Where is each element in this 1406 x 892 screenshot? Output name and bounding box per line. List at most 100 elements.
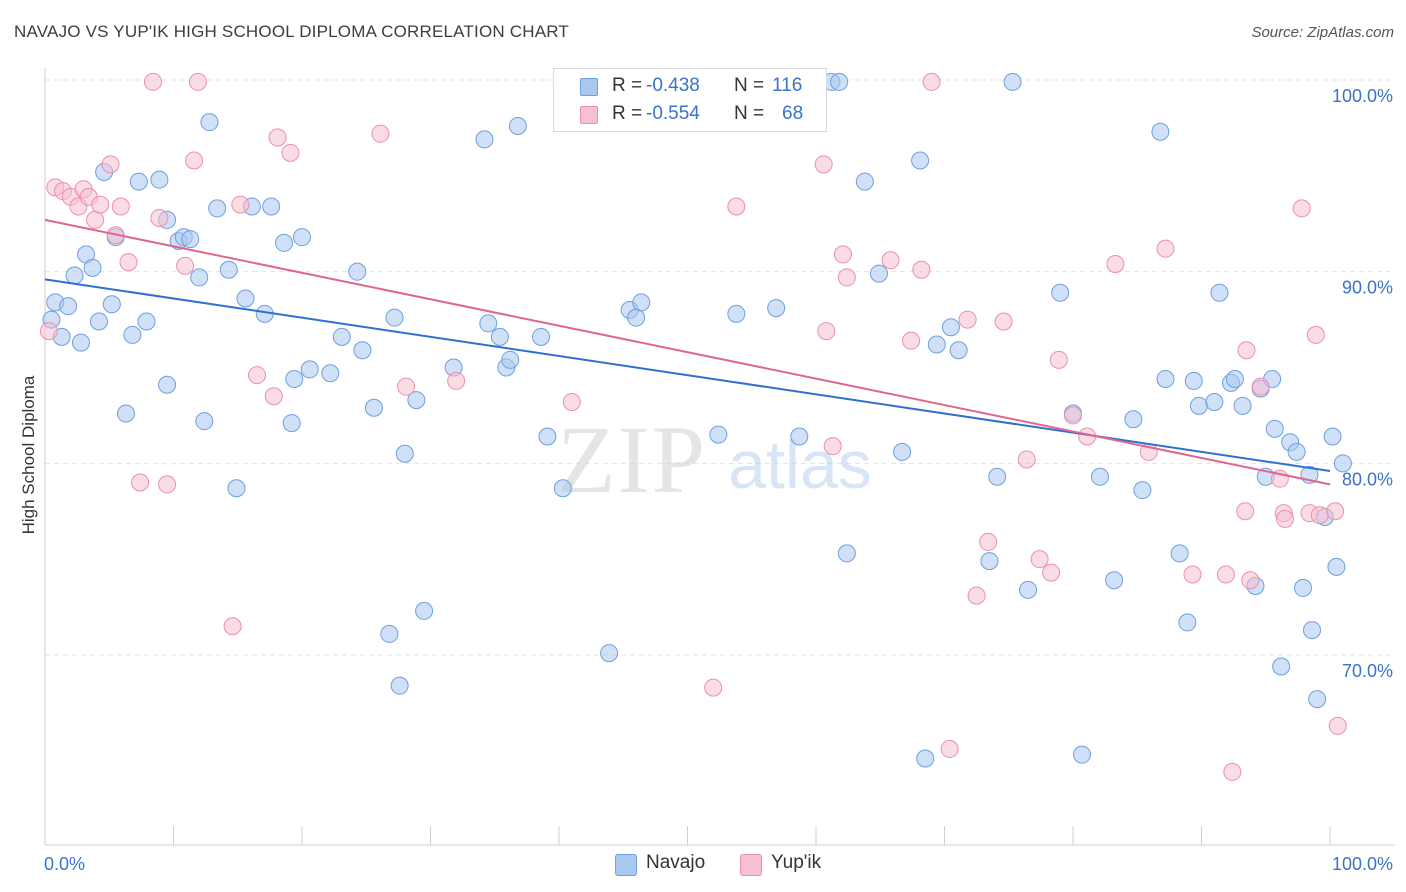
- data-point[interactable]: [855, 172, 874, 191]
- data-point[interactable]: [830, 72, 849, 91]
- data-point[interactable]: [501, 350, 520, 369]
- data-point[interactable]: [59, 297, 78, 316]
- data-point[interactable]: [188, 72, 207, 91]
- data-point[interactable]: [1042, 563, 1061, 582]
- data-point[interactable]: [262, 197, 281, 216]
- data-point[interactable]: [949, 341, 968, 360]
- data-point[interactable]: [1105, 571, 1124, 590]
- data-point[interactable]: [158, 475, 177, 494]
- data-point[interactable]: [1241, 571, 1260, 590]
- data-point[interactable]: [1265, 419, 1284, 438]
- data-point[interactable]: [967, 586, 986, 605]
- data-point[interactable]: [627, 308, 646, 327]
- data-point[interactable]: [415, 601, 434, 620]
- data-point[interactable]: [1236, 502, 1255, 521]
- data-point[interactable]: [1216, 565, 1235, 584]
- data-point[interactable]: [275, 233, 294, 252]
- data-point[interactable]: [111, 197, 130, 216]
- data-point[interactable]: [704, 678, 723, 697]
- data-point[interactable]: [380, 624, 399, 643]
- data-point[interactable]: [1237, 341, 1256, 360]
- data-point[interactable]: [83, 258, 102, 277]
- data-point[interactable]: [39, 322, 58, 341]
- data-point[interactable]: [1156, 239, 1175, 258]
- data-point[interactable]: [1170, 544, 1189, 563]
- data-point[interactable]: [1178, 613, 1197, 632]
- data-point[interactable]: [833, 245, 852, 264]
- data-point[interactable]: [475, 130, 494, 149]
- data-point[interactable]: [823, 437, 842, 456]
- data-point[interactable]: [881, 251, 900, 270]
- data-point[interactable]: [1310, 506, 1329, 525]
- data-point[interactable]: [407, 391, 426, 410]
- data-point[interactable]: [65, 266, 84, 285]
- data-point[interactable]: [1106, 255, 1125, 273]
- data-point[interactable]: [1225, 370, 1244, 388]
- data-point[interactable]: [1326, 502, 1345, 521]
- data-point[interactable]: [102, 295, 121, 314]
- data-point[interactable]: [1156, 370, 1175, 388]
- data-point[interactable]: [1017, 450, 1036, 469]
- data-point[interactable]: [1189, 396, 1208, 415]
- data-point[interactable]: [538, 427, 557, 446]
- data-point[interactable]: [1205, 393, 1224, 411]
- data-point[interactable]: [1251, 377, 1270, 396]
- data-point[interactable]: [562, 393, 581, 411]
- data-point[interactable]: [600, 644, 619, 663]
- data-point[interactable]: [767, 299, 786, 318]
- data-point[interactable]: [158, 375, 177, 394]
- data-point[interactable]: [1323, 427, 1342, 446]
- data-point[interactable]: [200, 113, 219, 132]
- data-point[interactable]: [709, 425, 728, 444]
- data-point[interactable]: [101, 155, 120, 174]
- data-point[interactable]: [300, 360, 319, 379]
- data-point[interactable]: [1333, 454, 1352, 473]
- data-point[interactable]: [71, 333, 90, 352]
- data-point[interactable]: [227, 479, 246, 498]
- data-point[interactable]: [131, 473, 150, 492]
- data-point[interactable]: [264, 387, 283, 406]
- data-point[interactable]: [353, 341, 372, 360]
- data-point[interactable]: [364, 398, 383, 417]
- data-point[interactable]: [927, 335, 946, 354]
- data-point[interactable]: [1072, 745, 1091, 764]
- data-point[interactable]: [1308, 690, 1327, 709]
- data-point[interactable]: [1133, 481, 1152, 500]
- data-point[interactable]: [119, 253, 138, 272]
- data-point[interactable]: [223, 617, 242, 636]
- data-point[interactable]: [1327, 557, 1346, 576]
- data-point[interactable]: [219, 260, 238, 279]
- data-point[interactable]: [150, 170, 169, 189]
- data-point[interactable]: [817, 322, 836, 341]
- data-point[interactable]: [181, 230, 200, 249]
- data-point[interactable]: [1019, 580, 1038, 599]
- data-point[interactable]: [911, 151, 930, 170]
- data-point[interactable]: [282, 414, 301, 433]
- data-point[interactable]: [1051, 283, 1070, 302]
- data-point[interactable]: [231, 195, 250, 214]
- data-point[interactable]: [727, 197, 746, 216]
- data-point[interactable]: [1049, 350, 1068, 369]
- data-point[interactable]: [185, 151, 204, 170]
- data-point[interactable]: [553, 479, 572, 498]
- data-point[interactable]: [941, 318, 960, 337]
- data-point[interactable]: [1090, 467, 1109, 486]
- data-point[interactable]: [632, 293, 651, 312]
- data-point[interactable]: [268, 128, 287, 147]
- data-point[interactable]: [332, 327, 351, 346]
- data-point[interactable]: [281, 143, 300, 162]
- data-point[interactable]: [321, 364, 340, 383]
- data-point[interactable]: [129, 172, 148, 191]
- data-point[interactable]: [397, 377, 416, 396]
- data-point[interactable]: [348, 262, 367, 281]
- data-point[interactable]: [916, 749, 935, 768]
- data-point[interactable]: [195, 412, 214, 431]
- data-point[interactable]: [958, 310, 977, 329]
- data-point[interactable]: [979, 532, 998, 551]
- data-point[interactable]: [1303, 621, 1322, 640]
- data-point[interactable]: [1272, 657, 1291, 676]
- data-point[interactable]: [814, 155, 833, 174]
- data-point[interactable]: [150, 209, 169, 227]
- data-point[interactable]: [1210, 283, 1229, 302]
- data-point[interactable]: [1124, 410, 1143, 429]
